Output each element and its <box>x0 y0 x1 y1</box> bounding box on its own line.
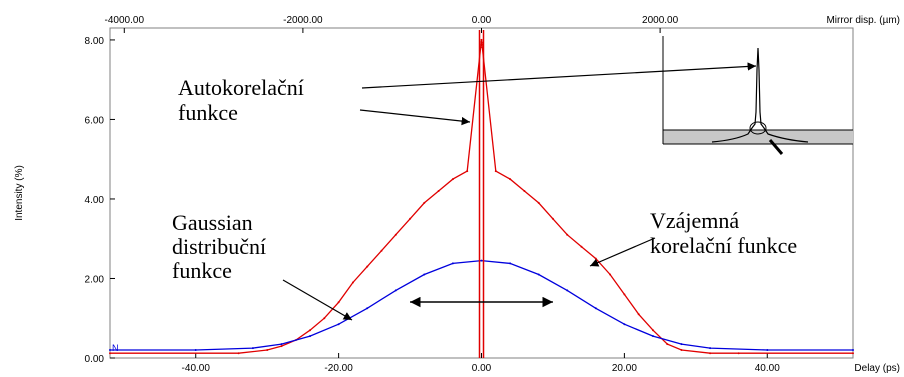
arrow-autocorr-inset <box>361 62 757 89</box>
series-1-point <box>251 347 254 350</box>
series-0-point <box>451 178 454 181</box>
series-1-point <box>194 349 197 351</box>
annotation-cross-correlation-line: Vzájemná <box>650 208 739 233</box>
series-0-point <box>852 352 854 355</box>
series-0-point <box>366 265 369 268</box>
annotation-gaussian-line: Gaussian <box>172 210 253 235</box>
annotation-gaussian-line: funkce <box>172 258 232 283</box>
inset-zoom-ring <box>749 121 767 135</box>
x-tick-label: 0.00 <box>472 363 492 374</box>
series-1-point <box>652 335 654 338</box>
annotation-gaussian-line: distribuční <box>172 234 266 259</box>
series-0-point <box>480 38 483 41</box>
series-1-point <box>451 262 454 265</box>
annotation-cross-correlation: Vzájemná korelační funkce <box>650 208 797 258</box>
series-1-point <box>709 347 712 350</box>
series-0-point <box>280 345 283 348</box>
series-0-point <box>737 352 740 355</box>
inset-gray-band <box>663 130 853 144</box>
series-1-point <box>366 307 369 310</box>
cursor-marker-left: N <box>112 343 119 353</box>
series-0-point <box>594 257 597 260</box>
series-0-point <box>351 281 354 284</box>
series-0-point <box>680 349 683 351</box>
series-0-point <box>466 170 469 173</box>
cursor-marker-top: B <box>478 40 484 50</box>
series-0-point <box>337 301 340 304</box>
series-1-point <box>509 262 512 265</box>
annotation-autocorrelation: Autokorelační funkce <box>178 75 304 125</box>
annotation-autocorrelation-line: funkce <box>178 100 238 125</box>
x-axis-label: Delay (ps) <box>854 363 900 374</box>
series-1-point <box>766 349 769 351</box>
series-1-point <box>309 335 311 338</box>
inset-thumbnail <box>662 36 853 155</box>
series-1-point <box>480 259 483 262</box>
series-0-point <box>709 352 712 355</box>
series-layer <box>109 30 854 358</box>
series-0-point <box>266 349 269 351</box>
series-1-point <box>594 307 597 310</box>
x-tick-label: -20.00 <box>324 363 353 374</box>
series-1-point <box>394 289 397 292</box>
series-0-point <box>537 201 540 204</box>
y-tick-label: 8.00 <box>85 36 105 47</box>
series-0-point <box>652 329 654 332</box>
x-tick-label: -40.00 <box>182 363 211 374</box>
inset-magnifier-handle <box>768 139 784 155</box>
series-1-point <box>566 289 569 292</box>
y-axis-label: Intensity (%) <box>14 165 25 221</box>
x-tick-label: 40.00 <box>755 363 780 374</box>
series-0-point <box>580 245 583 248</box>
series-0-point <box>523 190 526 192</box>
series-0-point <box>609 273 612 276</box>
arrow-gaussian <box>282 279 353 321</box>
top-tick-label: 0.00 <box>472 15 492 26</box>
y-tick-label: 6.00 <box>85 115 105 126</box>
series-0-point <box>566 233 569 236</box>
top-tick-label: -4000.00 <box>105 15 145 26</box>
series-1-point <box>623 323 626 326</box>
series-0-point <box>237 352 240 355</box>
annotation-autocorrelation-line: Autokorelační <box>178 75 304 100</box>
series-0-point <box>666 343 669 346</box>
series-1-point <box>109 349 111 351</box>
inset-waveform <box>711 47 809 143</box>
y-tick-label: 0.00 <box>85 354 105 365</box>
series-0-point <box>494 170 497 173</box>
y-tick-label: 2.00 <box>85 274 105 285</box>
top-tick-label: 2000.00 <box>642 15 679 26</box>
series-1-point <box>337 323 340 326</box>
series-1-point <box>680 343 683 346</box>
axis-ticks: -40.00 -20.00 0.00 20.00 40.00 -4000.00 -2000.… <box>85 15 781 374</box>
y-tick-label: 4.00 <box>85 195 105 206</box>
series-0-point <box>109 352 111 355</box>
annotation-arrows <box>282 62 757 321</box>
series-0-point <box>509 178 512 181</box>
series-1-point <box>852 349 854 351</box>
series-1-point <box>423 273 426 276</box>
series-1-point <box>537 273 540 276</box>
series-0-point <box>437 190 440 192</box>
series-0-point <box>637 313 640 316</box>
series-0-point <box>551 217 554 220</box>
series-0-point <box>380 249 383 252</box>
annotation-gaussian: Gaussian distribuční funkce <box>172 210 266 283</box>
arrow-autocorr-peak <box>359 109 471 126</box>
series-0-point <box>309 329 311 332</box>
x-tick-label: 20.00 <box>612 363 637 374</box>
series-0-point <box>323 317 326 320</box>
series-0-point <box>409 217 412 220</box>
top-tick-label: -2000.00 <box>283 15 323 26</box>
top-axis-label: Mirror disp. (µm) <box>826 15 900 26</box>
series-0-point <box>423 201 426 204</box>
arrow-cross-corr <box>589 237 656 267</box>
series-0-point <box>394 233 397 236</box>
annotation-cross-correlation-line: korelační funkce <box>650 233 797 258</box>
series-1-point <box>280 343 283 346</box>
series-0-point <box>623 293 626 296</box>
